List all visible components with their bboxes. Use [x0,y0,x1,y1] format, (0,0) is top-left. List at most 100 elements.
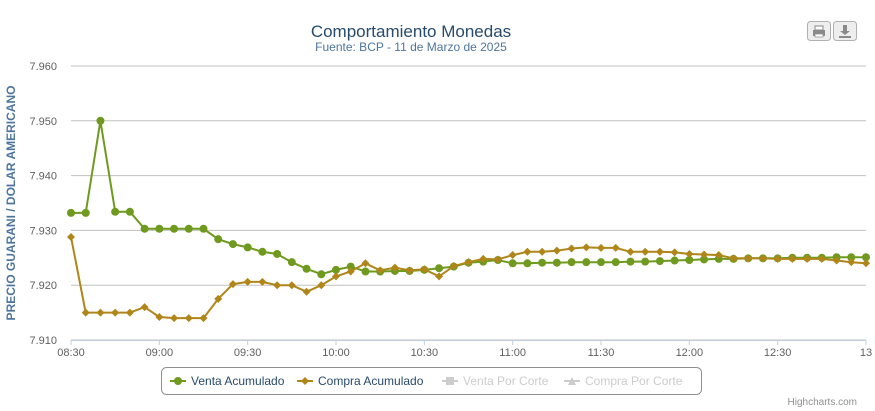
data-point[interactable] [744,254,753,263]
data-point[interactable] [155,224,164,233]
data-point[interactable] [700,250,709,259]
data-point[interactable] [361,267,370,276]
data-point[interactable] [729,254,738,263]
data-point[interactable] [155,312,164,321]
data-point[interactable] [449,262,458,271]
data-point[interactable] [302,264,311,273]
data-point[interactable] [376,266,385,275]
data-point[interactable] [685,255,694,264]
data-point[interactable] [184,224,193,233]
data-point[interactable] [847,253,856,262]
download-button[interactable] [833,21,857,41]
data-point[interactable] [332,272,340,281]
data-point[interactable] [184,314,193,323]
credits[interactable]: Highcharts.com [788,397,857,408]
data-point[interactable] [670,256,679,265]
data-point[interactable] [862,253,870,262]
data-point[interactable] [567,258,576,267]
data-point[interactable] [773,254,782,263]
data-point[interactable] [493,255,502,264]
legend-item-compra-por-corte[interactable]: Compra Por Corte [564,374,683,388]
data-point[interactable] [390,263,399,272]
data-point[interactable] [626,257,635,266]
data-point[interactable] [170,224,179,233]
data-point[interactable] [464,258,473,267]
data-point[interactable] [523,247,532,256]
data-point[interactable] [199,314,208,323]
data-point[interactable] [655,257,664,266]
data-point[interactable] [670,248,679,257]
data-point[interactable] [788,254,797,263]
data-point[interactable] [140,224,149,233]
data-point[interactable] [81,208,90,217]
data-point[interactable] [685,249,694,258]
data-point[interactable] [67,208,75,217]
data-point[interactable] [538,258,547,267]
data-point[interactable] [758,254,767,263]
data-point[interactable] [832,256,841,265]
data-point[interactable] [346,262,355,271]
data-point[interactable] [626,247,635,256]
data-point[interactable] [140,303,149,312]
data-point[interactable] [847,258,856,267]
data-point[interactable] [523,259,532,268]
data-point[interactable] [258,277,267,286]
data-point[interactable] [317,281,326,290]
data-point[interactable] [420,265,429,274]
data-point[interactable] [228,240,237,249]
data-point[interactable] [803,254,812,263]
data-point[interactable] [508,251,517,260]
data-point[interactable] [258,247,267,256]
data-point[interactable] [111,308,120,317]
data-point[interactable] [81,308,90,317]
data-point[interactable] [273,281,282,290]
data-point[interactable] [641,257,650,266]
data-point[interactable] [67,232,75,241]
legend-item-venta-por-corte[interactable]: Venta Por Corte [442,374,549,388]
data-point[interactable] [214,235,223,244]
data-point[interactable] [332,265,340,274]
data-point[interactable] [582,258,591,267]
data-point[interactable] [817,254,826,263]
data-point[interactable] [273,249,282,258]
data-point[interactable] [862,259,870,268]
data-point[interactable] [96,116,105,125]
legend-item-compra-acumulado[interactable]: Compra Acumulado [297,374,424,388]
data-point[interactable] [243,277,252,286]
data-point[interactable] [125,308,134,317]
legend-item-venta-acumulado[interactable]: Venta Acumulado [170,374,285,388]
data-point[interactable] [582,243,591,252]
data-point[interactable] [508,259,517,268]
data-point[interactable] [435,264,444,273]
data-point[interactable] [214,294,223,303]
data-point[interactable] [405,266,414,275]
data-point[interactable] [552,258,561,267]
data-point[interactable] [96,308,105,317]
data-point[interactable] [302,287,311,296]
data-point[interactable] [714,251,723,260]
data-point[interactable] [538,247,547,256]
data-point[interactable] [641,247,650,256]
data-point[interactable] [567,244,576,253]
data-point[interactable] [597,258,605,267]
data-point[interactable] [479,254,488,263]
data-point[interactable] [228,280,237,289]
data-point[interactable] [552,246,561,255]
data-point[interactable] [346,267,355,276]
data-point[interactable] [170,314,179,323]
data-point[interactable] [655,247,664,256]
data-point[interactable] [287,281,296,290]
data-point[interactable] [597,243,605,252]
data-point[interactable] [199,224,208,233]
data-point[interactable] [435,272,444,281]
data-point[interactable] [287,258,296,267]
data-point[interactable] [611,258,620,267]
data-point[interactable] [125,207,134,216]
data-point[interactable] [317,270,326,279]
data-point[interactable] [111,207,120,216]
data-point[interactable] [611,243,620,252]
print-button[interactable] [807,21,831,41]
data-point[interactable] [361,259,370,268]
data-point[interactable] [700,255,709,264]
data-point[interactable] [243,243,252,252]
